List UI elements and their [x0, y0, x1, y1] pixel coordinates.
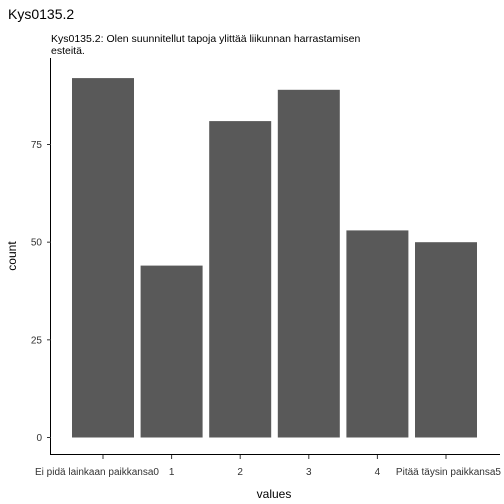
- y-tick-label-3: 75: [31, 140, 43, 151]
- chart-subtitle-line-2: esteitä.: [51, 45, 85, 57]
- x-tick-label-0: Ei pidä lainkaan paikkansa0: [35, 467, 159, 478]
- y-ticks-group: 0 25 50 75: [31, 140, 51, 444]
- x-tick-label-2: 2: [237, 467, 243, 478]
- bars-group: [72, 78, 477, 438]
- x-ticks-group: Ei pidä lainkaan paikkansa0 1 2 3 4 Pitää täy…: [35, 455, 501, 478]
- bar-4: [346, 230, 409, 438]
- x-tick-label-4: 4: [375, 467, 381, 478]
- x-axis-title: values: [257, 487, 292, 501]
- y-tick-label-2: 50: [31, 238, 43, 249]
- bar-1: [140, 265, 203, 438]
- y-tick-label-0: 0: [36, 433, 42, 444]
- bar-3: [277, 89, 340, 438]
- y-tick-label-1: 25: [31, 335, 43, 346]
- x-tick-label-1: 1: [169, 467, 175, 478]
- chart-subtitle-line-1: Kys0135.2: Olen suunnitellut tapoja ylit…: [51, 33, 361, 45]
- bar-0: [72, 78, 134, 438]
- bar-5: [415, 242, 477, 438]
- x-tick-label-5: Pitää täysin paikkansa5: [396, 467, 502, 478]
- chart-title: Kys0135.2: [8, 6, 74, 22]
- x-tick-label-3: 3: [306, 467, 312, 478]
- y-axis-title: count: [5, 241, 19, 271]
- bar-2: [209, 121, 272, 438]
